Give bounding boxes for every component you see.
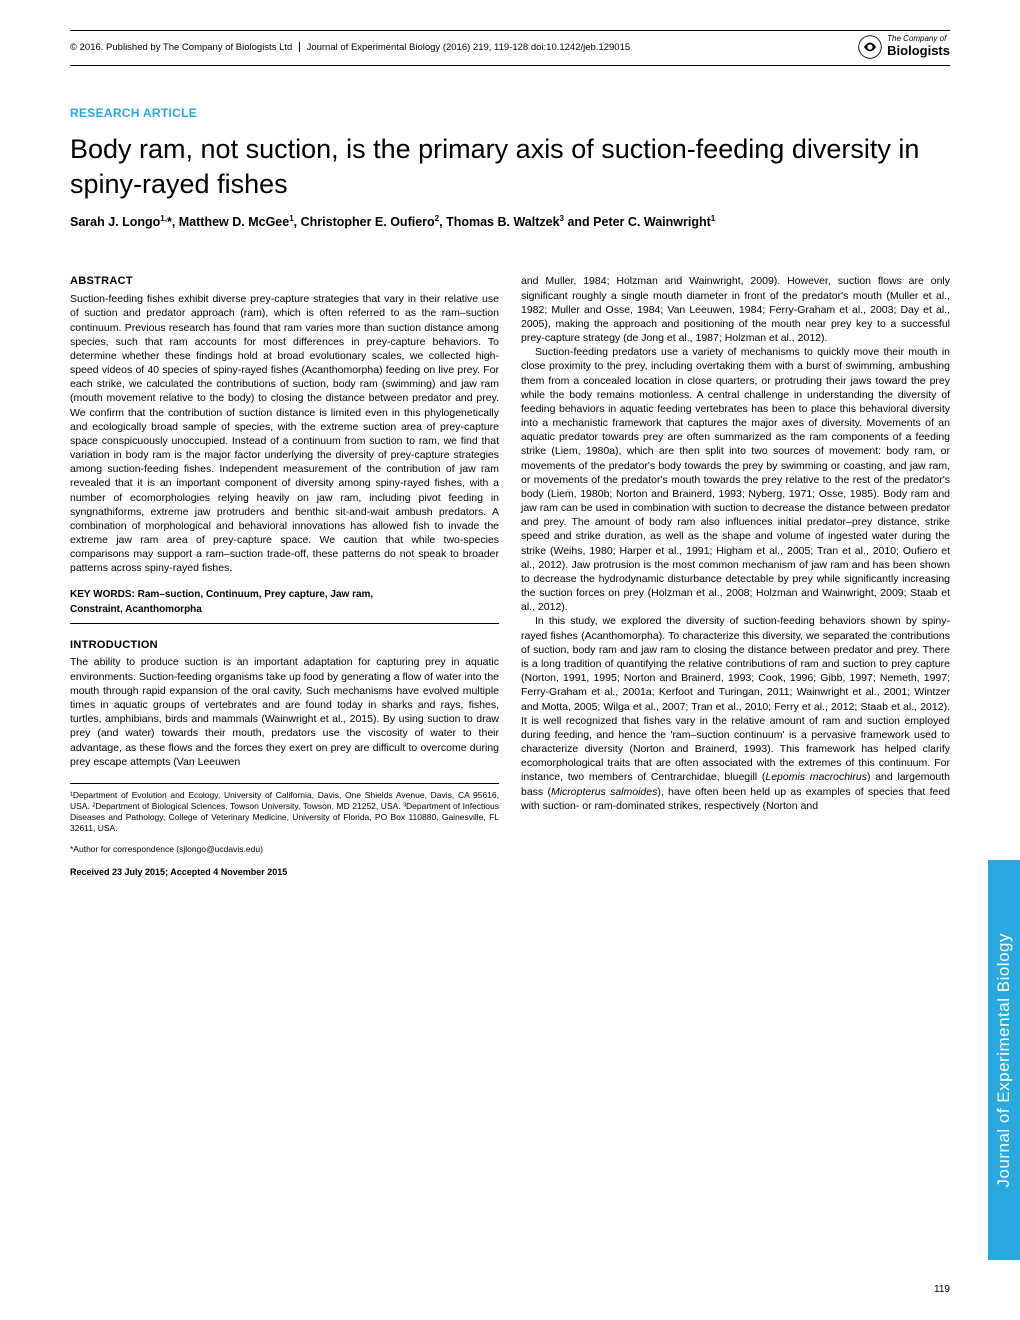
logo-biologists-text: Biologists bbox=[887, 44, 950, 58]
abstract-body: Suction-feeding fishes exhibit diverse p… bbox=[70, 292, 499, 575]
keywords-line-1: KEY WORDS: Ram–suction, Continuum, Prey … bbox=[70, 588, 499, 602]
author-list: Sarah J. Longo1,*, Matthew D. McGee1, Ch… bbox=[70, 214, 950, 229]
col2-paragraph-1: and Muller, 1984; Holzman and Wainwright… bbox=[521, 274, 950, 345]
copyright-text: © 2016. Published by The Company of Biol… bbox=[70, 42, 292, 53]
header-rule-top bbox=[70, 30, 950, 31]
introduction-heading: INTRODUCTION bbox=[70, 638, 499, 653]
header-citation: © 2016. Published by The Company of Biol… bbox=[70, 42, 630, 53]
left-column: ABSTRACT Suction-feeding fishes exhibit … bbox=[70, 274, 499, 877]
received-dates: Received 23 July 2015; Accepted 4 Novemb… bbox=[70, 866, 499, 878]
page-number: 119 bbox=[934, 1284, 950, 1295]
right-column: and Muller, 1984; Holzman and Wainwright… bbox=[521, 274, 950, 877]
abstract-heading: ABSTRACT bbox=[70, 274, 499, 289]
intro-paragraph-1: The ability to produce suction is an imp… bbox=[70, 655, 499, 768]
col2-paragraph-3: In this study, we explored the diversity… bbox=[521, 614, 950, 812]
keywords-line-2: Constraint, Acanthomorpha bbox=[70, 603, 499, 624]
correspondence-line: *Author for correspondence (sjlongo@ucda… bbox=[70, 844, 499, 855]
article-type-label: RESEARCH ARTICLE bbox=[70, 106, 950, 120]
header-row: © 2016. Published by The Company of Biol… bbox=[70, 34, 950, 66]
col2-paragraph-2: Suction-feeding predators use a variety … bbox=[521, 345, 950, 614]
journal-citation: Journal of Experimental Biology (2016) 2… bbox=[307, 42, 631, 53]
logo-text: The Company of Biologists bbox=[887, 35, 950, 58]
journal-side-tab: Journal of Experimental Biology bbox=[988, 860, 1020, 1260]
page-container: © 2016. Published by The Company of Biol… bbox=[0, 0, 1020, 908]
header-divider bbox=[299, 42, 300, 52]
biologists-logo-icon bbox=[857, 34, 883, 60]
author-affiliations: ¹Department of Evolution and Ecology, Un… bbox=[70, 783, 499, 834]
two-column-content: ABSTRACT Suction-feeding fishes exhibit … bbox=[70, 274, 950, 877]
side-tab-label: Journal of Experimental Biology bbox=[994, 933, 1014, 1188]
article-title: Body ram, not suction, is the primary ax… bbox=[70, 132, 950, 202]
publisher-logo: The Company of Biologists bbox=[857, 34, 950, 60]
